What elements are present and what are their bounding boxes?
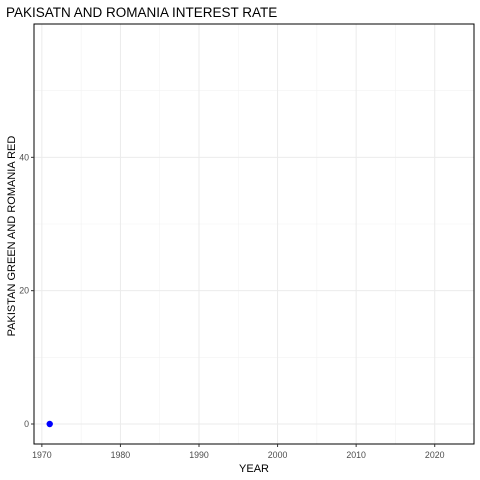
data-point (47, 421, 53, 427)
x-axis-title: YEAR (239, 463, 269, 475)
x-tick-label: 2010 (346, 450, 366, 460)
y-axis-title: PAKISTAN GREEN AND ROMANIA RED (6, 136, 18, 337)
points-layer (47, 421, 53, 427)
x-tick-label: 1990 (189, 450, 209, 460)
x-tick-label: 1970 (32, 450, 52, 460)
x-tick-label: 2020 (425, 450, 445, 460)
y-tick-label: 40 (19, 152, 29, 162)
chart-title: PAKISATN AND ROMANIA INTEREST RATE (6, 5, 277, 20)
x-tick-label: 1980 (111, 450, 131, 460)
x-tick-label: 2000 (268, 450, 288, 460)
y-tick-label: 20 (19, 286, 29, 296)
y-tick-label: 0 (24, 419, 29, 429)
